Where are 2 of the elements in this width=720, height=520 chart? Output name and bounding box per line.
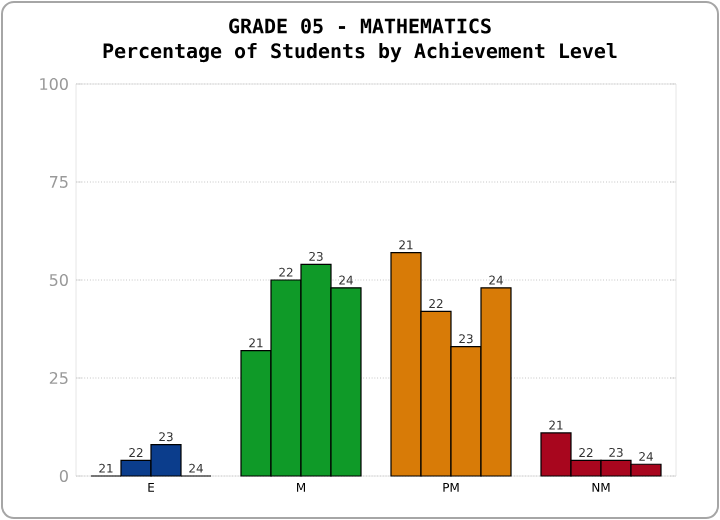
chart-subtitle: Percentage of Students by Achievement Level	[103, 41, 617, 63]
chart-title: GRADE 05 - MATHEMATICS	[229, 18, 491, 34]
